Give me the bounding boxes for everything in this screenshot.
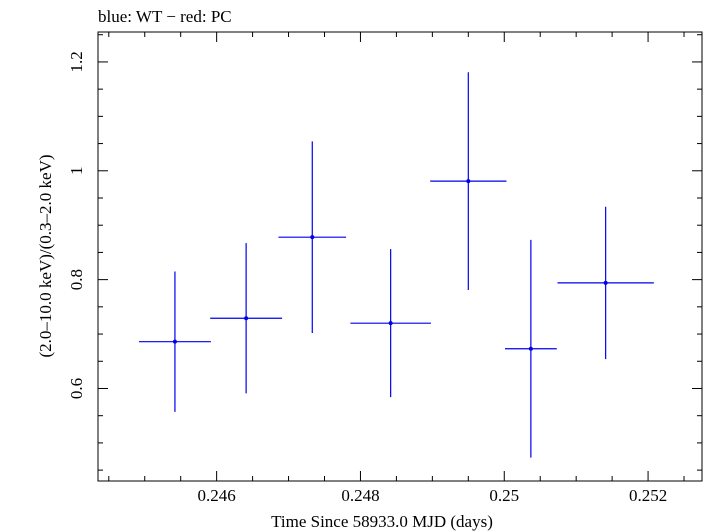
- y-tick-label: 0.6: [67, 378, 86, 399]
- axis-ticks: [98, 32, 702, 481]
- point-marker: [603, 280, 608, 285]
- data-point: [210, 243, 283, 394]
- point-marker: [466, 179, 471, 184]
- data-point: [430, 72, 507, 290]
- x-tick-label: 0.252: [629, 486, 667, 505]
- point-marker: [172, 339, 177, 344]
- point-marker: [310, 235, 315, 240]
- y-tick-label: 0.8: [67, 269, 86, 290]
- data-point: [350, 249, 431, 398]
- point-marker: [244, 316, 249, 321]
- y-tick-label: 1.2: [67, 51, 86, 72]
- data-point: [278, 141, 347, 333]
- data-point: [138, 271, 211, 412]
- data-point: [504, 239, 557, 458]
- x-tick-label: 0.246: [198, 486, 236, 505]
- y-tick-label: 1: [67, 167, 86, 176]
- chart-title: blue: WT − red: PC: [98, 7, 232, 26]
- point-marker: [528, 346, 533, 351]
- data-points: [138, 72, 654, 458]
- data-point: [557, 206, 654, 360]
- x-tick-label: 0.25: [489, 486, 519, 505]
- plot-frame: [97, 31, 703, 482]
- x-tick-label: 0.248: [341, 486, 379, 505]
- y-axis-label: (2.0–10.0 keV)/(0.3–2.0 keV): [36, 154, 55, 357]
- point-marker: [388, 321, 393, 326]
- x-axis-label: Time Since 58933.0 MJD (days): [271, 512, 493, 531]
- tick-labels: 0.246 0.248 0.25 0.252 0.6 0.8 1 1.2: [67, 51, 667, 505]
